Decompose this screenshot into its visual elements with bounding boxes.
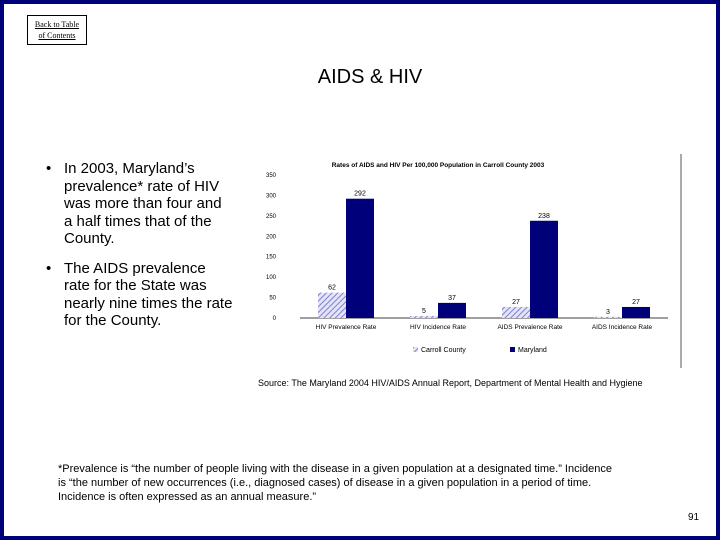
bar <box>594 316 622 318</box>
y-tick-label: 100 <box>266 275 277 281</box>
bullet-item: • In 2003, Maryland’s prevalence* rate o… <box>44 160 234 248</box>
legend-swatch <box>510 347 515 352</box>
x-category-label: HIV Prevalence Rate <box>316 324 377 331</box>
bar-value-label: 3 <box>606 309 610 316</box>
y-tick-label: 0 <box>273 316 277 322</box>
y-tick-label: 200 <box>266 234 277 240</box>
bar <box>346 198 374 318</box>
legend-label: Carroll County <box>421 347 466 354</box>
bullet-item: • The AIDS prevalence rate for the State… <box>44 260 234 330</box>
source-citation: Source: The Maryland 2004 HIV/AIDS Annua… <box>258 378 643 388</box>
x-category-label: AIDS Incidence Rate <box>592 324 653 331</box>
y-tick-label: 250 <box>266 214 277 220</box>
legend-swatch <box>413 347 418 352</box>
legend-label: Maryland <box>518 347 547 354</box>
y-tick-label: 300 <box>266 193 277 199</box>
bar-value-label: 37 <box>448 295 456 302</box>
bar <box>502 306 530 318</box>
bar-value-label: 62 <box>328 285 336 292</box>
bullet-text: The AIDS prevalence rate for the State w… <box>64 259 233 330</box>
bar-value-label: 27 <box>632 299 640 306</box>
back-link-line-2: of Contents <box>38 31 76 40</box>
x-category-label: AIDS Prevalence Rate <box>497 324 562 331</box>
bar-value-label: 27 <box>512 299 520 306</box>
back-link-line-1: Back to Table <box>34 20 80 29</box>
page-title: AIDS & HIV <box>317 66 423 88</box>
bar-value-label: 5 <box>422 308 426 315</box>
bar <box>622 306 650 318</box>
bar-value-label: 238 <box>538 213 550 220</box>
chart-title: Rates of AIDS and HIV Per 100,000 Popula… <box>332 162 545 169</box>
bar-value-label: 292 <box>354 191 366 198</box>
bullet-list: • In 2003, Maryland’s prevalence* rate o… <box>44 160 234 342</box>
x-category-label: HIV Incidence Rate <box>410 324 466 331</box>
y-tick-label: 350 <box>266 173 277 179</box>
bullet-dot: • <box>46 160 52 177</box>
page-number: 91 <box>688 512 700 523</box>
back-to-contents-link[interactable]: Back to Table of Contents <box>27 15 87 45</box>
bar <box>410 315 438 318</box>
y-tick-label: 150 <box>266 255 277 261</box>
bullet-dot: • <box>46 259 52 277</box>
bar <box>438 302 466 318</box>
bar-chart: Rates of AIDS and HIV Per 100,000 Popula… <box>266 154 682 368</box>
y-tick-label: 50 <box>269 296 276 302</box>
bullet-text: In 2003, Maryland’s prevalence* rate of … <box>64 160 222 247</box>
bar <box>530 220 558 318</box>
bar <box>318 292 346 318</box>
footnote: *Prevalence is “the number of people liv… <box>58 463 613 503</box>
